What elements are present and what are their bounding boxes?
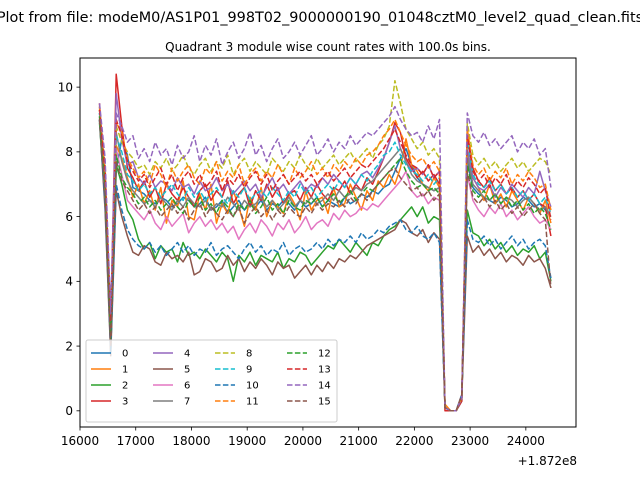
series-line-5 — [98, 119, 552, 412]
x-tick-label: 17000 — [117, 434, 155, 448]
legend-label-1: 1 — [122, 365, 128, 376]
legend-label-12: 12 — [318, 349, 331, 360]
y-tick-label: 8 — [65, 145, 73, 159]
legend-label-3: 3 — [122, 397, 128, 408]
legend-label-13: 13 — [318, 365, 331, 376]
legend-label-11: 11 — [246, 397, 259, 408]
legend-label-2: 2 — [122, 381, 128, 392]
series-line-14 — [98, 103, 552, 412]
x-tick-label: 19000 — [228, 434, 266, 448]
series-line-2 — [98, 122, 552, 412]
y-tick-label: 10 — [58, 80, 73, 94]
series-line-13 — [98, 109, 552, 412]
x-tick-label: 18000 — [172, 434, 210, 448]
y-tick-label: 2 — [65, 339, 73, 353]
legend-label-8: 8 — [246, 349, 252, 360]
legend-label-9: 9 — [246, 365, 252, 376]
x-axis: 16000 17000 18000 19000 20000 21000 22000 23000… — [61, 427, 545, 448]
series-line-9 — [98, 112, 552, 412]
x-tick-label: 22000 — [395, 434, 433, 448]
legend-label-10: 10 — [246, 381, 259, 392]
legend-label-5: 5 — [184, 365, 190, 376]
x-tick-label: 20000 — [284, 434, 322, 448]
y-tick-label: 6 — [65, 210, 73, 224]
series-line-10 — [98, 119, 552, 412]
legend-label-0: 0 — [122, 349, 128, 360]
plot-area — [79, 57, 577, 428]
series-line-7 — [98, 119, 552, 412]
series-line-6 — [98, 116, 552, 412]
figure-suptitle: Plot from file: modeM0/AS1P01_998T02_900… — [0, 10, 640, 26]
series-line-12 — [98, 116, 552, 412]
x-tick-label: 23000 — [451, 434, 489, 448]
y-tick-label: 4 — [65, 275, 73, 289]
x-offset-label: +1.872e8 — [518, 454, 577, 468]
plot-title: Quadrant 3 module wise count rates with … — [165, 40, 491, 54]
y-tick-label: 0 — [65, 404, 73, 418]
legend-label-7: 7 — [184, 397, 190, 408]
axes-frame — [79, 57, 577, 428]
x-tick-label: 16000 — [61, 434, 99, 448]
x-tick-label: 24000 — [507, 434, 545, 448]
legend-label-14: 14 — [318, 381, 331, 392]
series-line-11 — [98, 106, 552, 412]
series-layer — [98, 73, 552, 412]
legend-label-4: 4 — [184, 349, 190, 360]
x-tick-label: 21000 — [340, 434, 378, 448]
legend-label-6: 6 — [184, 381, 190, 392]
series-line-8 — [98, 79, 552, 412]
y-axis: 0 2 4 6 8 10 — [58, 80, 80, 418]
legend-label-15: 15 — [318, 397, 331, 408]
legend-frame — [85, 339, 338, 423]
series-line-15 — [98, 119, 552, 412]
